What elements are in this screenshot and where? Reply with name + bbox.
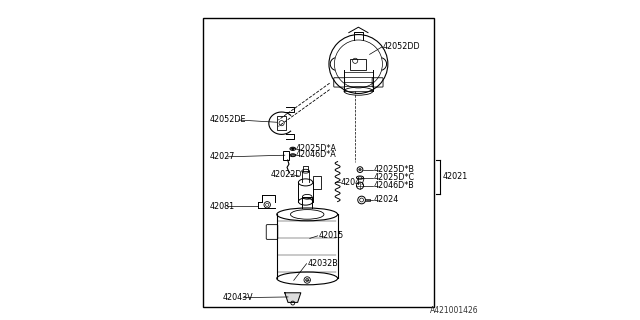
Text: 42046D*B: 42046D*B [374,181,415,190]
Text: 42046D*A: 42046D*A [296,150,337,159]
Bar [283,151,289,160]
Text: 42022D: 42022D [270,170,302,179]
Text: 42024: 42024 [374,196,399,204]
Polygon shape [285,293,301,302]
Text: 42021: 42021 [442,172,467,181]
Text: 42052DE: 42052DE [210,116,246,124]
Text: 42047: 42047 [340,178,366,187]
Circle shape [359,168,361,171]
Text: 42025D*A: 42025D*A [296,144,337,153]
Text: 42027: 42027 [210,152,235,161]
Text: 42052DD: 42052DD [383,42,420,51]
Circle shape [306,278,309,282]
Bar [204,18,434,307]
Text: 42032B: 42032B [307,259,338,268]
Text: 42043V: 42043V [223,293,253,302]
Text: A421001426: A421001426 [430,306,479,315]
Bar [351,59,366,70]
Text: 42081: 42081 [210,202,235,211]
Text: 42025D*C: 42025D*C [374,173,415,182]
Circle shape [292,148,294,150]
Bar [277,116,287,130]
Text: 42015: 42015 [319,231,344,240]
Text: 42025D*B: 42025D*B [374,165,415,174]
Bar [313,176,321,189]
